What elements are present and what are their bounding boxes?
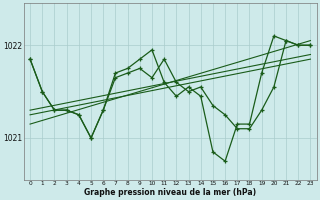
X-axis label: Graphe pression niveau de la mer (hPa): Graphe pression niveau de la mer (hPa): [84, 188, 256, 197]
